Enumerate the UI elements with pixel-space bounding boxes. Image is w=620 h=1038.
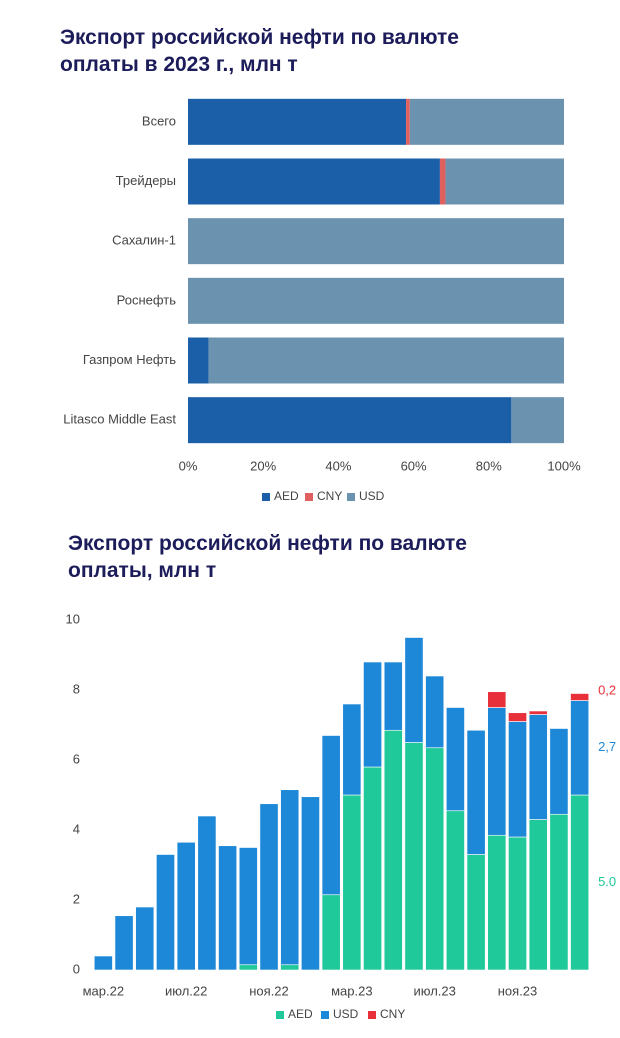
bar-segment [570, 794, 590, 971]
bar-segment [508, 836, 527, 971]
bar-segment [487, 707, 507, 836]
legend-label: USD [333, 1007, 359, 1021]
bar-segment [445, 158, 564, 205]
bar-segment [528, 714, 548, 820]
value-label: 5.0 [598, 874, 616, 889]
x-tick-label: 100% [547, 458, 581, 473]
bar-segment [383, 661, 403, 731]
legend-swatch [305, 493, 313, 501]
legend-swatch [262, 493, 270, 501]
bar-segment [404, 742, 424, 971]
bar-segment [280, 964, 300, 971]
legend-swatch [276, 1011, 284, 1019]
bar-segment [466, 729, 486, 855]
bar-segment [508, 721, 527, 838]
y-tick-label: 0 [73, 961, 80, 976]
legend-label: AED [288, 1007, 313, 1021]
bar-segment [321, 735, 341, 896]
bar-segment [445, 707, 465, 812]
x-tick-label: 60% [401, 458, 427, 473]
y-tick-label: 8 [73, 681, 80, 696]
bar-segment [238, 964, 258, 971]
x-tick-label: 0% [179, 458, 198, 473]
x-tick-label: 80% [476, 458, 502, 473]
bar-segment [218, 845, 238, 971]
x-tick-label: 20% [250, 458, 276, 473]
bar-segment [188, 158, 440, 205]
bar-segment [188, 98, 407, 145]
bar-segment [156, 854, 175, 971]
bar-segment [188, 397, 512, 444]
y-tick-label: Litasco Middle East [63, 412, 176, 427]
bar-segment [549, 728, 569, 815]
y-tick-label: 4 [73, 821, 80, 836]
bar-segment [342, 703, 362, 796]
bar-segment [280, 789, 300, 966]
y-tick-label: Сахалин-1 [112, 233, 176, 248]
legend-swatch [347, 493, 355, 501]
x-tick-label: июл.23 [413, 983, 455, 998]
x-tick-label: мар.22 [83, 983, 124, 998]
bar-segment [238, 847, 258, 966]
y-tick-label: Роснефть [117, 292, 177, 307]
y-tick-label: Газпром Нефть [83, 352, 176, 367]
bar-segment [445, 810, 465, 971]
bar-segment [363, 766, 382, 971]
bar-segment [439, 158, 446, 205]
bar-segment [383, 729, 403, 971]
legend-label: CNY [317, 489, 342, 503]
legend-label: CNY [380, 1007, 405, 1021]
bar-segment [259, 803, 279, 971]
bar-segment [425, 747, 445, 971]
y-tick-label: 2 [73, 891, 80, 906]
bar-segment [188, 337, 209, 384]
value-label: 0,2 [598, 682, 616, 697]
bar-segment [570, 700, 590, 796]
legend-swatch [368, 1011, 376, 1019]
bar-segment [409, 98, 564, 145]
y-tick-label: Трейдеры [116, 173, 176, 188]
value-label: 2,7 [598, 739, 616, 754]
bar-segment [188, 277, 564, 324]
bar-segment [114, 915, 134, 971]
x-tick-label: мар.23 [331, 983, 372, 998]
legend-swatch [321, 1011, 329, 1019]
legend-label: USD [359, 489, 385, 503]
bar-segment [188, 218, 564, 265]
bar-segment [528, 710, 548, 715]
bar-segment [363, 661, 382, 768]
chart-title: Экспорт российской нефти по валюте оплат… [68, 532, 467, 582]
bar-segment [511, 397, 564, 444]
x-tick-label: ноя.22 [249, 983, 289, 998]
bar-segment [508, 712, 527, 722]
bar-segment [549, 813, 569, 971]
x-tick-label: ноя.23 [498, 983, 538, 998]
bar-segment [93, 955, 113, 971]
x-tick-label: 40% [325, 458, 351, 473]
bar-segment [208, 337, 564, 384]
bar-segment [406, 98, 410, 145]
bar-segment [570, 693, 590, 701]
bar-segment [487, 834, 507, 971]
bar-segment [404, 637, 424, 743]
y-tick-label: 6 [73, 751, 80, 766]
bar-segment [342, 794, 362, 971]
y-tick-label: 10 [66, 611, 80, 626]
bar-segment [528, 819, 548, 971]
x-tick-label: июл.22 [165, 983, 207, 998]
y-tick-label: Всего [142, 113, 176, 128]
chart-title: Экспорт российской нефти по валюте оплат… [60, 26, 459, 76]
bar-segment [176, 841, 196, 971]
bar-segment [466, 854, 486, 971]
bar-segment [197, 815, 217, 971]
bar-segment [301, 796, 320, 971]
bar-segment [425, 675, 445, 749]
bar-segment [487, 691, 507, 708]
legend-label: AED [274, 489, 299, 503]
bar-segment [321, 894, 341, 971]
bar-segment [135, 906, 155, 971]
